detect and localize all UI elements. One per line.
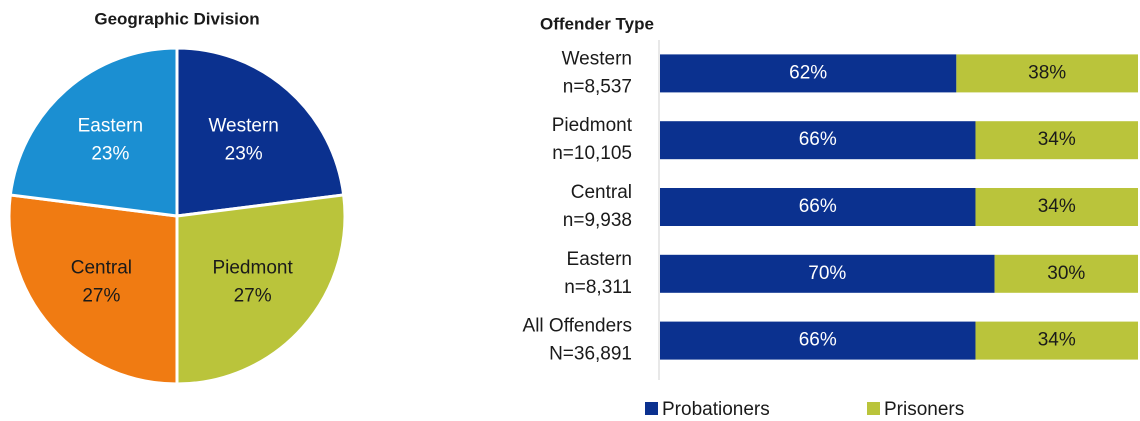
bar-value-label: 62%: [789, 62, 827, 83]
slice-value: 23%: [225, 143, 263, 164]
bar-value-label: 66%: [799, 330, 837, 351]
bar-segment: [956, 54, 1138, 93]
pie-title: Geographic Division: [94, 9, 259, 28]
pie-slice: [175, 193, 347, 386]
bar-value-label: 30%: [1047, 263, 1085, 284]
bar-value-label: 34%: [1038, 330, 1076, 351]
bar-value-label: 66%: [799, 129, 837, 150]
bar-segment: [975, 121, 1138, 160]
slice-label: Piedmont: [212, 258, 293, 279]
bar-segment: [975, 188, 1138, 226]
pie-slice: [8, 46, 179, 218]
pie-slice: [175, 46, 346, 218]
bar-segment: [994, 254, 1138, 293]
bar-segment: [975, 321, 1138, 360]
bar-title: Offender Type: [540, 14, 654, 33]
bar-segment: [660, 54, 957, 93]
bar-segment: [660, 254, 995, 293]
pie-slice: [7, 193, 179, 386]
category-label: n=10,105: [552, 143, 632, 164]
slice-value: 23%: [91, 143, 129, 164]
bar-segment: [660, 188, 976, 226]
legend-label: Prisoners: [884, 399, 964, 420]
category-label: Piedmont: [552, 115, 633, 136]
slice-label: Western: [208, 115, 278, 136]
bar-value-label: 38%: [1028, 62, 1066, 83]
legend-label: Probationers: [662, 399, 770, 420]
category-label: All Offenders: [523, 316, 632, 337]
category-label: Western: [562, 48, 632, 69]
bar-value-label: 34%: [1038, 129, 1076, 150]
bar-value-label: 66%: [799, 196, 837, 217]
legend-swatch: [867, 402, 880, 415]
legend-swatch: [645, 402, 658, 415]
slice-value: 27%: [82, 286, 120, 307]
category-label: n=8,537: [563, 76, 632, 97]
category-label: n=9,938: [563, 210, 632, 231]
category-label: Central: [571, 182, 632, 203]
slice-label: Eastern: [78, 115, 143, 136]
bar-value-label: 34%: [1038, 196, 1076, 217]
slice-value: 27%: [234, 286, 272, 307]
category-label: Eastern: [567, 249, 632, 270]
category-label: N=36,891: [549, 344, 632, 365]
bar-segment: [660, 321, 976, 360]
bar-segment: [660, 121, 976, 160]
category-label: n=8,311: [564, 277, 632, 298]
slice-label: Central: [71, 258, 132, 279]
bar-value-label: 70%: [808, 263, 846, 284]
